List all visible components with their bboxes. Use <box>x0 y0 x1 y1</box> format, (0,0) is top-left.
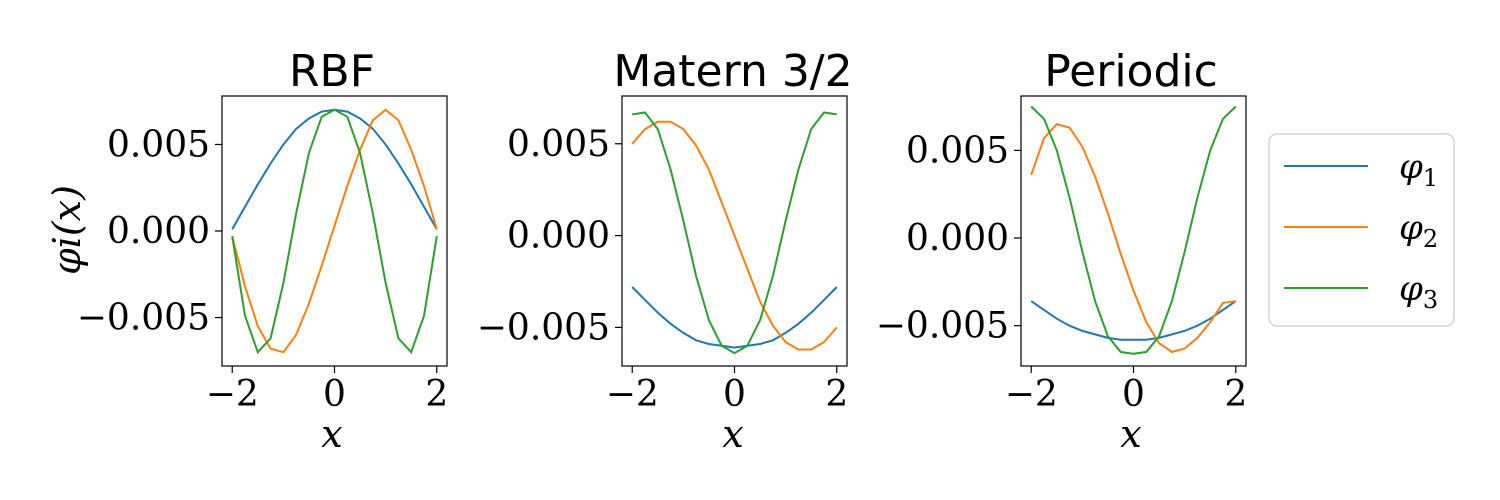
y-tick-label: −0.005 <box>477 307 610 348</box>
series-line-phi1 <box>1030 300 1237 341</box>
x-tick-label: −2 <box>606 374 659 415</box>
x-tick-label: −2 <box>206 374 259 415</box>
plot-area: −2 0 2 −0.005 0.000 0.005 <box>77 95 448 415</box>
axes-frame <box>221 95 448 367</box>
series-line-phi1 <box>631 286 838 349</box>
series-line-phi2 <box>631 120 838 351</box>
panel-periodic: Periodic x −2 0 2 −0.005 0.000 0.005 <box>876 46 1247 456</box>
y-tick-label: −0.005 <box>77 298 210 339</box>
y-tick-label: 0.000 <box>507 216 610 257</box>
plot-area: −2 0 2 −0.005 0.000 0.005 <box>477 95 848 415</box>
x-axis-label: x <box>1120 412 1141 456</box>
series-line-phi3 <box>632 111 837 355</box>
y-axis-label: φi(x) <box>45 185 89 275</box>
y-tick-label: −0.005 <box>876 306 1009 347</box>
panel-title: RBF <box>289 46 375 97</box>
x-tick-label: 2 <box>1224 374 1247 415</box>
axes-frame <box>1020 95 1247 367</box>
series-line-phi2 <box>1030 122 1236 354</box>
y-tick-label: 0.000 <box>906 218 1009 259</box>
panel-rbf: RBF x φi(x) −2 0 2 −0.005 0.000 0.005 <box>45 46 448 456</box>
y-tick-label: 0.005 <box>906 130 1009 171</box>
series-line-phi3 <box>231 108 438 355</box>
x-tick-label: 2 <box>425 374 448 415</box>
series-line-phi2 <box>231 108 438 354</box>
x-tick-label: 0 <box>723 374 746 415</box>
series-line-phi3 <box>1030 105 1237 355</box>
x-tick-label: −2 <box>1005 374 1058 415</box>
x-tick-label: 2 <box>825 374 848 415</box>
axes-frame <box>621 95 848 367</box>
legend-frame <box>1268 133 1455 327</box>
y-tick-label: 0.005 <box>507 124 610 165</box>
x-axis-label: x <box>321 412 342 456</box>
y-tick-label: 0.000 <box>107 211 210 252</box>
panel-matern: Matern 3/2 x −2 0 2 −0.005 0.000 0.005 <box>477 46 853 456</box>
panel-title: Matern 3/2 <box>613 46 852 97</box>
x-tick-label: 0 <box>323 374 346 415</box>
x-tick-label: 0 <box>1122 374 1145 415</box>
y-tick-label: 0.005 <box>107 124 210 165</box>
series-line-phi1 <box>231 108 438 230</box>
panel-title: Periodic <box>1044 46 1218 97</box>
x-axis-label: x <box>722 412 743 456</box>
plot-area: −2 0 2 −0.005 0.000 0.005 <box>876 95 1247 415</box>
